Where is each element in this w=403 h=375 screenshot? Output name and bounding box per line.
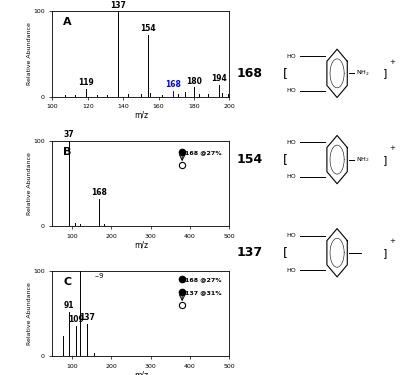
Text: 91: 91 — [63, 301, 74, 310]
Text: HO: HO — [287, 174, 296, 179]
Text: [: [ — [283, 153, 288, 166]
Text: 168: 168 — [236, 67, 262, 80]
Text: B: B — [63, 147, 71, 157]
Text: +: + — [389, 145, 395, 151]
Text: $\rm \overset{~}{N}H_2$: $\rm \overset{~}{N}H_2$ — [355, 68, 370, 78]
Text: HO: HO — [287, 140, 296, 145]
Text: ]: ] — [382, 248, 387, 258]
Text: 109: 109 — [68, 315, 83, 324]
Text: $\rm NH_2$: $\rm NH_2$ — [355, 155, 370, 164]
Text: HO: HO — [287, 88, 296, 93]
Text: A: A — [63, 17, 72, 27]
Text: 154: 154 — [140, 24, 156, 33]
Text: --9: --9 — [95, 273, 104, 279]
Text: 119: 119 — [78, 78, 94, 87]
Text: 180: 180 — [186, 76, 202, 86]
Text: [: [ — [283, 67, 288, 80]
Text: ]: ] — [382, 154, 387, 165]
X-axis label: m/z: m/z — [134, 111, 148, 120]
Text: 37: 37 — [63, 130, 74, 140]
Text: HO: HO — [287, 267, 296, 273]
Text: +: + — [389, 59, 395, 65]
Text: [: [ — [283, 246, 288, 259]
X-axis label: m/z: m/z — [134, 240, 148, 249]
X-axis label: m/z: m/z — [134, 370, 148, 375]
Text: HO: HO — [287, 233, 296, 238]
Text: ]: ] — [382, 68, 387, 78]
Text: 194: 194 — [211, 74, 226, 83]
Text: 168 @27%: 168 @27% — [185, 150, 222, 154]
Text: 168: 168 — [165, 80, 181, 89]
Y-axis label: Relative Abundance: Relative Abundance — [27, 22, 32, 86]
Text: 137: 137 — [110, 0, 126, 9]
Text: 137 @31%: 137 @31% — [185, 290, 222, 295]
Text: 168 @27%: 168 @27% — [185, 277, 222, 282]
Text: +: + — [389, 238, 395, 244]
Text: 137: 137 — [79, 313, 95, 322]
Text: HO: HO — [287, 54, 296, 58]
Text: C: C — [63, 277, 71, 287]
Text: 137: 137 — [236, 246, 262, 259]
Text: 154: 154 — [236, 153, 262, 166]
Y-axis label: Relative Abundance: Relative Abundance — [27, 282, 32, 345]
Y-axis label: Relative Abundance: Relative Abundance — [27, 152, 32, 215]
Text: 168: 168 — [91, 188, 107, 197]
